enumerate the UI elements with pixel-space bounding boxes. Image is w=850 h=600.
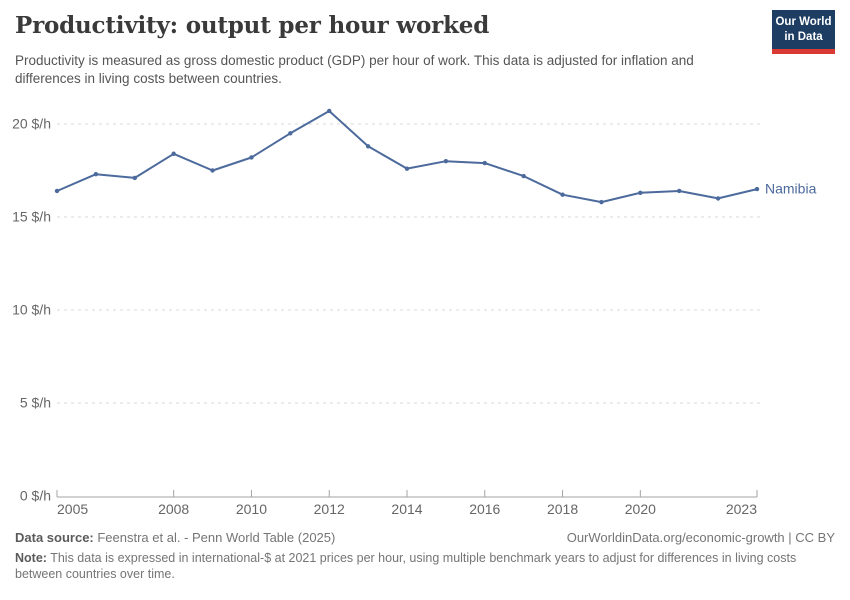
data-point-2017[interactable] xyxy=(521,173,526,179)
x-tick-label: 2008 xyxy=(158,501,189,517)
y-tick-label: 15 $/h xyxy=(12,209,51,225)
x-tick-label: 2016 xyxy=(469,501,500,517)
owid-logo-line1: Our World xyxy=(775,16,832,28)
owid-logo[interactable]: Our World in Data xyxy=(772,10,835,54)
data-point-2009[interactable] xyxy=(210,168,215,173)
data-point-2006[interactable] xyxy=(93,172,99,177)
chart-note: Note: This data is expressed in internat… xyxy=(15,551,835,582)
data-source-label: Data source: xyxy=(15,530,94,545)
x-tick-label: 2020 xyxy=(625,501,656,517)
x-tick-label: 2023 xyxy=(726,501,757,517)
data-point-2011[interactable] xyxy=(288,131,293,136)
x-tick-label: 2012 xyxy=(314,501,345,517)
data-point-2020[interactable] xyxy=(638,190,643,196)
data-point-2008[interactable] xyxy=(171,151,176,156)
data-point-2019[interactable] xyxy=(599,199,604,205)
x-tick-label: 2005 xyxy=(57,501,88,517)
owid-logo-line2: in Data xyxy=(784,30,823,43)
chart-footer: Data source: Feenstra et al. - Penn Worl… xyxy=(15,530,835,582)
data-source-text: Feenstra et al. - Penn World Table (2025… xyxy=(93,530,336,545)
namibia-line-series[interactable] xyxy=(56,110,758,204)
x-tick-label: 2018 xyxy=(547,501,578,517)
data-point-2023[interactable] xyxy=(754,186,760,192)
y-tick-label: 10 $/h xyxy=(12,302,51,318)
x-tick-label: 2010 xyxy=(236,501,267,517)
y-tick-label: 20 $/h xyxy=(12,116,51,132)
y-tick-label: 5 $/h xyxy=(20,395,51,411)
owid-link[interactable]: OurWorldinData.org/economic-growth | CC … xyxy=(566,530,835,545)
data-source: Data source: Feenstra et al. - Penn Worl… xyxy=(15,530,335,545)
data-point-2012[interactable] xyxy=(327,108,332,114)
data-point-2013[interactable] xyxy=(365,144,371,149)
data-point-2005[interactable] xyxy=(54,188,60,194)
chart-subtitle: Productivity is measured as gross domest… xyxy=(15,53,694,86)
data-point-2007[interactable] xyxy=(132,175,137,181)
note-text: This data is expressed in international-… xyxy=(15,551,797,581)
y-tick-label: 0 $/h xyxy=(20,488,51,504)
data-point-2021[interactable] xyxy=(677,188,682,194)
data-point-2015[interactable] xyxy=(443,159,449,164)
data-point-2016[interactable] xyxy=(482,160,487,166)
data-point-2014[interactable] xyxy=(404,166,410,171)
data-point-2010[interactable] xyxy=(249,155,254,160)
entity-label-namibia[interactable]: Namibia xyxy=(765,181,817,197)
line-chart-canvas[interactable]: 0 $/h 5 $/h 10 $/h 15 $/h 20 $/h 2005 2008 2010… xyxy=(0,0,850,525)
data-point-2022[interactable] xyxy=(715,196,721,201)
page-title: Productivity: output per hour worked xyxy=(15,12,490,39)
x-tick-label: 2014 xyxy=(391,501,422,517)
data-point-2018[interactable] xyxy=(560,192,565,197)
note-label: Note: xyxy=(15,551,47,565)
